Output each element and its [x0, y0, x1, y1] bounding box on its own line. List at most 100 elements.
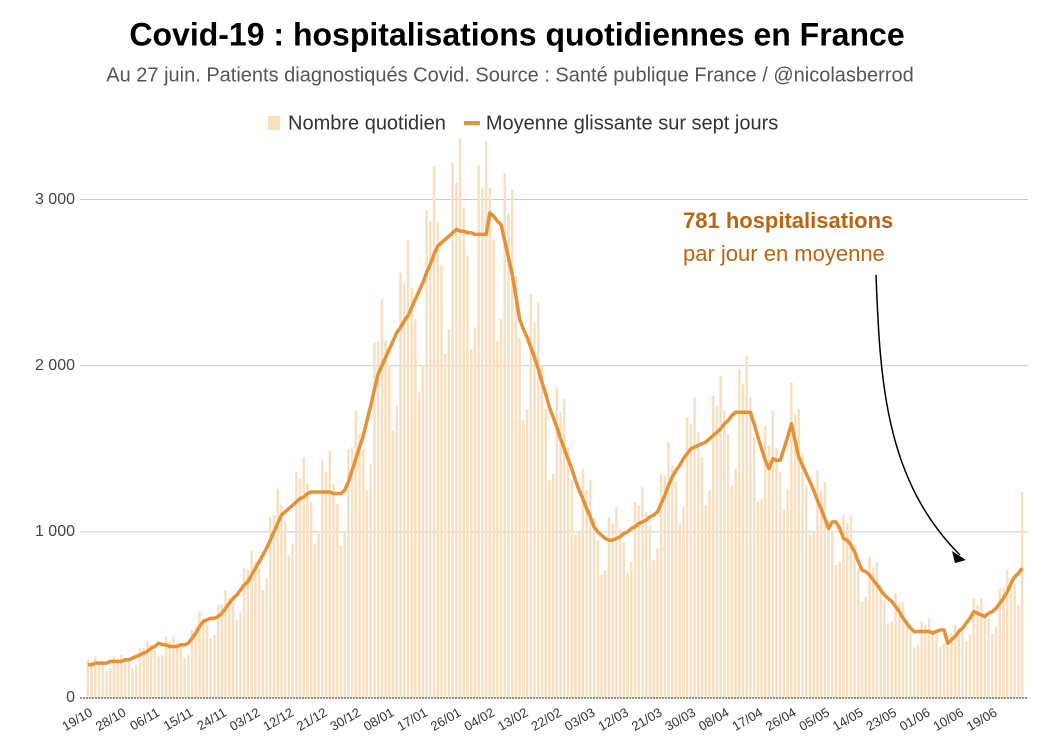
- bar: [898, 603, 901, 698]
- bar: [775, 448, 778, 698]
- bar: [194, 626, 198, 698]
- bar: [317, 533, 320, 698]
- bar: [719, 375, 722, 698]
- bar: [414, 319, 417, 698]
- bar: [421, 365, 425, 698]
- bar: [209, 638, 212, 698]
- bar: [417, 392, 421, 698]
- bar: [857, 568, 860, 698]
- bar: [704, 505, 707, 698]
- bar: [574, 535, 577, 698]
- x-tick-label: 08/04: [696, 705, 732, 734]
- bar: [373, 342, 376, 698]
- annotation-text: par jour en moyenne: [683, 241, 885, 266]
- bar: [540, 365, 544, 698]
- bar: [630, 561, 633, 698]
- bar: [693, 397, 696, 698]
- x-tick-label: 03/03: [562, 705, 598, 734]
- bar: [674, 482, 678, 698]
- bar: [726, 433, 730, 698]
- x-tick-label: 15/11: [161, 705, 196, 734]
- bar: [864, 596, 868, 698]
- bar: [231, 603, 235, 698]
- bar: [216, 604, 220, 698]
- bar: [525, 408, 529, 698]
- y-tick-label: 3 000: [35, 191, 75, 208]
- bar: [127, 661, 131, 698]
- x-tick-label: 04/02: [461, 705, 497, 734]
- bar: [827, 520, 830, 698]
- bar: [123, 658, 127, 698]
- x-tick-label: 26/04: [763, 705, 799, 734]
- bar: [376, 340, 380, 698]
- bar: [86, 659, 90, 698]
- bar: [883, 599, 886, 698]
- bar: [738, 369, 741, 698]
- bar: [399, 272, 402, 698]
- bar: [157, 656, 160, 698]
- bar: [682, 506, 685, 698]
- bar: [518, 337, 521, 698]
- x-tick-label: 23/05: [863, 705, 899, 734]
- x-tick-label: 03/12: [227, 705, 263, 734]
- bar: [1013, 583, 1016, 698]
- x-tick-label: 01/06: [897, 705, 933, 734]
- bar: [537, 302, 540, 698]
- bar: [845, 523, 849, 698]
- bar: [183, 658, 186, 698]
- bar: [767, 445, 771, 698]
- y-tick-label: 0: [66, 689, 75, 706]
- bar: [730, 485, 734, 698]
- bar: [905, 619, 908, 698]
- bar: [287, 555, 291, 698]
- bar: [492, 239, 495, 698]
- moving-average-line: [87, 211, 1024, 667]
- bar: [648, 525, 652, 698]
- bar: [246, 570, 250, 698]
- bar: [213, 634, 216, 698]
- bar: [797, 408, 801, 698]
- bar: [499, 319, 503, 698]
- bar: [298, 478, 302, 698]
- bar: [965, 641, 968, 698]
- bar: [957, 628, 961, 698]
- bar: [991, 633, 994, 698]
- bar: [912, 648, 916, 698]
- bar: [790, 382, 793, 698]
- bar: [153, 649, 157, 698]
- bar: [805, 485, 808, 698]
- bar: [168, 641, 171, 698]
- bar: [135, 664, 138, 698]
- bar: [336, 503, 339, 698]
- bar: [451, 162, 454, 698]
- bar: [626, 573, 629, 698]
- bar: [983, 613, 987, 698]
- bar: [496, 340, 499, 698]
- bar: [198, 611, 201, 698]
- x-tick-label: 22/02: [528, 705, 564, 734]
- bar: [1002, 588, 1005, 698]
- bar: [1009, 578, 1013, 698]
- bar: [671, 465, 674, 698]
- bar: [466, 256, 469, 698]
- bar: [868, 556, 871, 698]
- bar: [652, 560, 655, 698]
- bar: [425, 209, 428, 698]
- x-tick-label: 24/11: [194, 705, 229, 734]
- bar: [894, 593, 897, 698]
- bar: [782, 510, 786, 698]
- bar: [667, 442, 670, 698]
- bar: [365, 490, 369, 698]
- bar: [455, 182, 458, 698]
- bar: [120, 654, 123, 698]
- bar: [678, 523, 681, 698]
- bar: [600, 575, 603, 698]
- bar: [581, 468, 585, 698]
- chart-title: Covid-19 : hospitalisations quotidiennes…: [129, 16, 904, 52]
- bar: [380, 299, 384, 698]
- chart-subtitle: Au 27 juin. Patients diagnostiqués Covid…: [106, 64, 913, 86]
- bar: [715, 405, 719, 698]
- bar: [347, 448, 350, 698]
- bar: [391, 430, 395, 698]
- bar: [324, 472, 328, 698]
